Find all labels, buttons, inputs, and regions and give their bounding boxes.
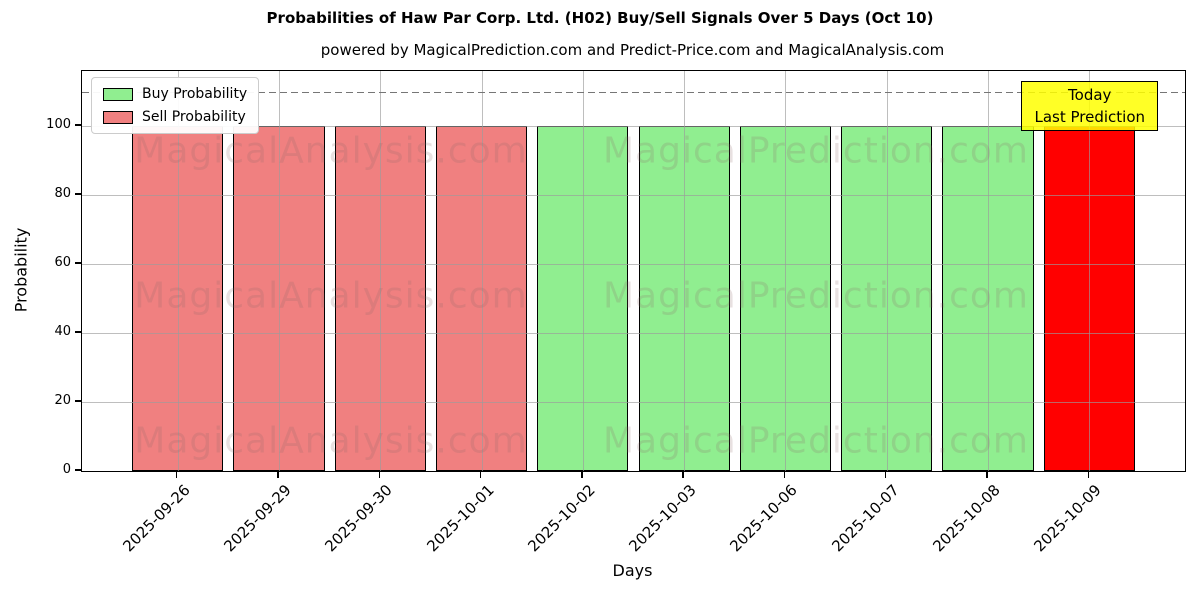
legend-entry-label: Buy Probability: [142, 86, 248, 102]
gridline-vertical: [987, 71, 989, 471]
legend-swatch-sell: [103, 110, 133, 124]
gridline-vertical: [177, 71, 179, 471]
gridline-horizontal: [82, 126, 1185, 128]
gridline-horizontal: [82, 402, 1185, 404]
y-tick-mark: [75, 331, 81, 333]
watermark-magicalanalysis: MagicalAnalysis.com: [134, 275, 528, 317]
x-tick-mark: [581, 471, 583, 478]
legend-entry: Buy Probability: [103, 86, 247, 102]
gridline-vertical: [1089, 71, 1091, 471]
y-tick-label: 20: [54, 393, 71, 409]
x-tick-mark: [277, 471, 279, 478]
watermark-magicalprediction: MagicalPrediction.com: [603, 275, 1029, 317]
today-threshold-dashed-line: [82, 91, 1185, 94]
y-tick-mark: [75, 262, 81, 264]
chart-subtitle: powered by MagicalPrediction.com and Pre…: [320, 41, 945, 59]
y-tick-label: 100: [46, 117, 71, 133]
today-annotation-line1: Today: [1068, 86, 1112, 104]
gridline-vertical: [380, 71, 382, 471]
x-tick-mark: [986, 471, 988, 478]
gridline-horizontal: [82, 264, 1185, 266]
today-annotation-box: Today Last Prediction: [1021, 81, 1158, 131]
y-tick-mark: [75, 400, 81, 402]
gridline-vertical: [481, 71, 483, 471]
legend: Buy Probability Sell Probability: [91, 77, 260, 134]
watermark-magicalprediction: MagicalPrediction.com: [603, 130, 1029, 172]
watermark-magicalanalysis: MagicalAnalysis.com: [134, 420, 528, 462]
y-tick-label: 40: [54, 324, 71, 340]
x-tick-mark: [783, 471, 786, 478]
watermark-magicalanalysis: MagicalAnalysis.com: [134, 130, 528, 172]
chart-title: Probabilities of Haw Par Corp. Ltd. (H02…: [266, 9, 934, 27]
y-tick-label: 80: [54, 186, 71, 202]
gridline-vertical: [684, 71, 686, 471]
watermark-magicalprediction: MagicalPrediction.com: [603, 420, 1029, 462]
today-annotation-line2: Last Prediction: [1034, 108, 1145, 126]
legend-swatch-buy: [103, 87, 133, 101]
y-tick-mark: [75, 469, 81, 471]
y-tick-mark: [75, 124, 81, 126]
x-tick-mark: [884, 471, 887, 478]
gridline-horizontal: [82, 195, 1185, 197]
gridline-vertical: [279, 71, 280, 471]
gridline-vertical: [785, 71, 787, 471]
x-tick-mark: [175, 471, 178, 478]
gridline-vertical: [886, 71, 888, 471]
x-tick-label: 2025-09-26: [119, 481, 194, 556]
legend-entry: Sell Probability: [103, 109, 247, 125]
x-tick-mark: [682, 471, 684, 478]
y-tick-label: 0: [62, 462, 71, 477]
plot-area: Buy Probability Sell Probability Today La…: [81, 70, 1186, 472]
x-tick-mark: [378, 471, 381, 478]
legend-entry-label: Sell Probability: [142, 109, 246, 125]
y-tick-label: 60: [54, 255, 71, 271]
y-tick-mark: [75, 193, 81, 195]
x-axis-label: Days: [612, 561, 653, 580]
x-tick-mark: [1087, 471, 1090, 478]
gridline-vertical: [582, 71, 584, 471]
x-tick-mark: [479, 471, 482, 478]
gridline-horizontal: [82, 333, 1185, 335]
